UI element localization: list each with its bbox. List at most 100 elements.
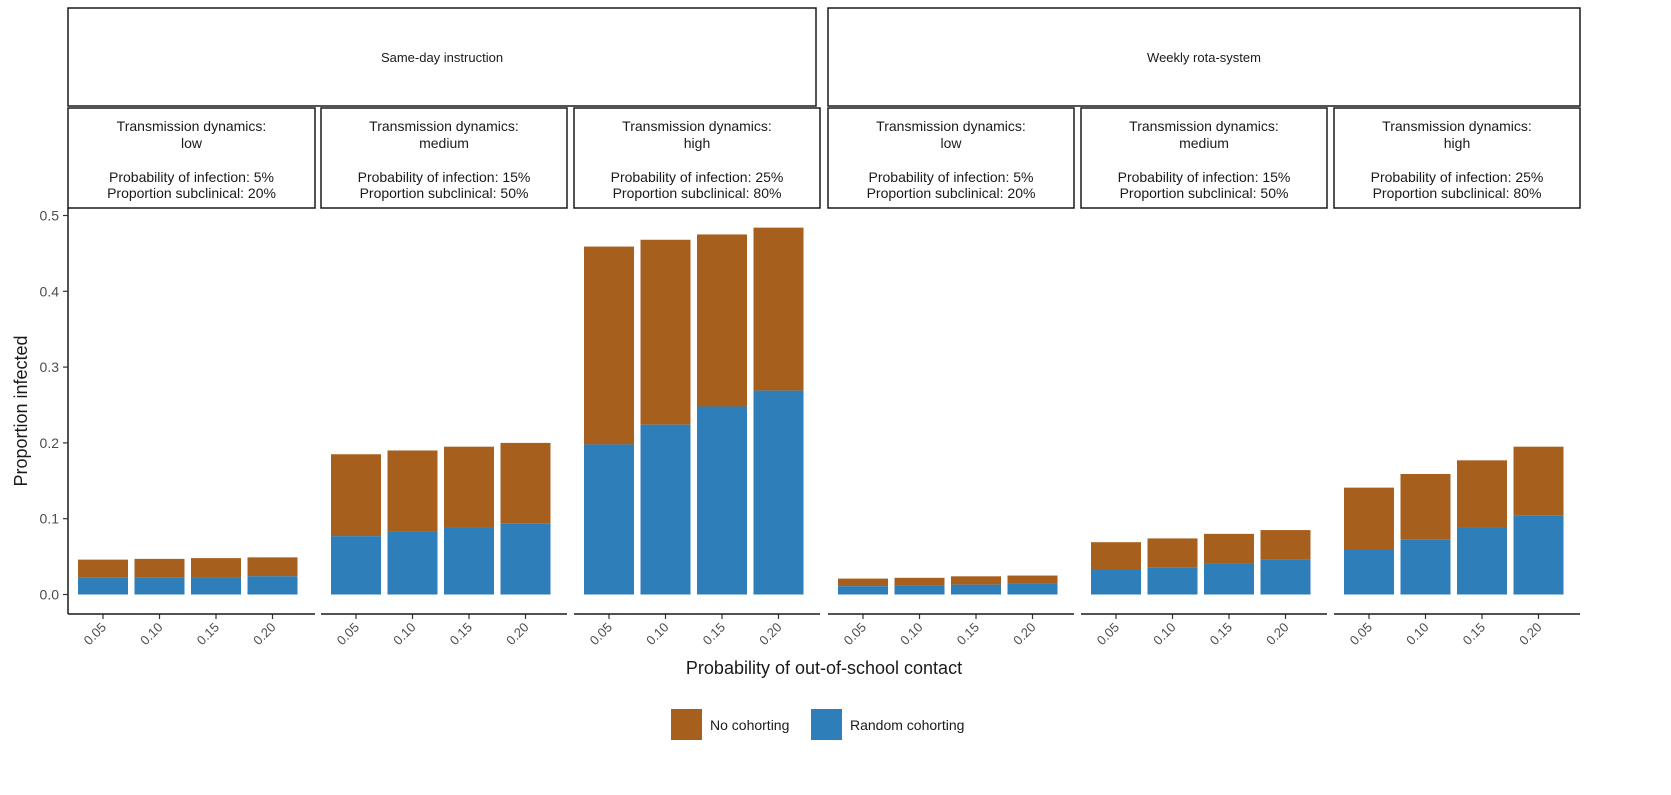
y-tick-label: 0.5 [40, 208, 60, 224]
facet-panel-label-line: Transmission dynamics: [117, 118, 267, 134]
bar-no-cohorting [1457, 460, 1507, 528]
y-tick-label: 0.1 [40, 511, 60, 527]
facet-panel-strip [827, 107, 1075, 209]
x-tick-label: 0.05 [1347, 620, 1376, 649]
x-tick-label: 0.10 [1403, 620, 1432, 649]
bar-no-cohorting [1204, 533, 1254, 564]
bar-random-cohorting [191, 577, 241, 595]
legend-swatch-random-cohorting [811, 709, 842, 740]
facet-panel-label-line: Transmission dynamics: [876, 118, 1026, 134]
bar-random-cohorting [1400, 539, 1451, 595]
x-tick-label: 0.10 [137, 620, 166, 649]
x-tick-label: 0.20 [1263, 620, 1292, 649]
bar-no-cohorting [387, 450, 438, 532]
facet-panel-label-line: Proportion subclinical: 20% [867, 185, 1036, 201]
x-tick-label: 0.15 [447, 620, 476, 649]
y-axis-title: Proportion infected [11, 335, 31, 486]
facet-panel-label-line: Probability of infection: 25% [611, 169, 784, 185]
x-tick-label: 0.15 [1207, 620, 1236, 649]
facet-panel-label-line: Probability of infection: 5% [109, 169, 274, 185]
bar-no-cohorting [584, 246, 634, 445]
facet-panel-label-line: low [940, 135, 962, 151]
facet-panel-label-line: Probability of infection: 5% [869, 169, 1034, 185]
legend-label: Random cohorting [850, 717, 964, 733]
facet-panel-label-line: Proportion subclinical: 50% [360, 185, 529, 201]
bar-random-cohorting [838, 586, 888, 595]
facet-group-strip [67, 7, 817, 107]
facet-group-strip [827, 7, 1581, 107]
facet-panel-label-line: Probability of infection: 25% [1371, 169, 1544, 185]
bar-random-cohorting [500, 523, 551, 595]
bar-no-cohorting [331, 454, 381, 537]
bar-random-cohorting [387, 531, 438, 595]
legend-label: No cohorting [710, 717, 789, 733]
facet-panel-label-line: Proportion subclinical: 80% [613, 185, 782, 201]
y-tick-label: 0.3 [40, 359, 60, 375]
bar-no-cohorting [640, 239, 691, 425]
bar-random-cohorting [1204, 563, 1254, 595]
bar-random-cohorting [1513, 515, 1564, 595]
facet-panel-label-line: high [684, 135, 710, 151]
facet-panel-label-line: Transmission dynamics: [369, 118, 519, 134]
facet-group-label: Weekly rota-system [1147, 50, 1261, 65]
bar-no-cohorting [444, 446, 494, 528]
x-tick-label: 0.20 [503, 620, 532, 649]
x-tick-label: 0.10 [1150, 620, 1179, 649]
facet-panel-strip [1333, 107, 1581, 209]
facet-panel-label-line: medium [1179, 135, 1229, 151]
bar-no-cohorting [1344, 487, 1394, 550]
bar-random-cohorting [134, 577, 185, 595]
facet-panel-label-line: Probability of infection: 15% [1118, 169, 1291, 185]
bar-random-cohorting [753, 390, 804, 595]
bar-no-cohorting [134, 558, 185, 578]
bar-random-cohorting [247, 576, 298, 595]
x-tick-label: 0.15 [954, 620, 983, 649]
x-tick-label: 0.10 [897, 620, 926, 649]
bar-random-cohorting [1147, 567, 1198, 595]
bar-no-cohorting [78, 559, 128, 578]
bar-no-cohorting [1260, 530, 1311, 560]
bar-no-cohorting [753, 227, 804, 391]
bar-no-cohorting [697, 234, 747, 407]
bar-random-cohorting [640, 424, 691, 595]
bar-no-cohorting [838, 578, 888, 587]
bar-random-cohorting [1344, 549, 1394, 595]
x-tick-label: 0.20 [1516, 620, 1545, 649]
bar-random-cohorting [331, 536, 381, 595]
x-tick-label: 0.10 [643, 620, 672, 649]
x-tick-label: 0.05 [587, 620, 616, 649]
facet-panel-label-line: Transmission dynamics: [622, 118, 772, 134]
bar-random-cohorting [1007, 583, 1058, 595]
x-tick-label: 0.20 [756, 620, 785, 649]
bar-random-cohorting [444, 527, 494, 595]
facet-group-label: Same-day instruction [381, 50, 503, 65]
bar-no-cohorting [1513, 446, 1564, 516]
facet-panel-label-line: Proportion subclinical: 20% [107, 185, 276, 201]
x-tick-label: 0.20 [250, 620, 279, 649]
bar-no-cohorting [1400, 473, 1451, 540]
facet-panel-strip [1080, 107, 1328, 209]
legend-swatch-no-cohorting [671, 709, 702, 740]
facet-panel-strip [67, 107, 316, 209]
facet-panel-label-line: Proportion subclinical: 50% [1120, 185, 1289, 201]
x-tick-label: 0.15 [1460, 620, 1489, 649]
bar-random-cohorting [894, 585, 945, 595]
y-tick-label: 0.0 [40, 587, 60, 603]
facet-panel-label-line: high [1444, 135, 1470, 151]
bar-no-cohorting [1007, 575, 1058, 584]
bar-random-cohorting [951, 584, 1001, 595]
facet-panel-label-line: Probability of infection: 15% [358, 169, 531, 185]
bar-random-cohorting [584, 444, 634, 595]
x-tick-label: 0.05 [1094, 620, 1123, 649]
x-tick-label: 0.20 [1010, 620, 1039, 649]
facet-panel-label-line: Transmission dynamics: [1382, 118, 1532, 134]
bar-no-cohorting [894, 577, 945, 586]
bar-random-cohorting [1091, 569, 1141, 595]
bar-random-cohorting [697, 406, 747, 595]
bar-no-cohorting [247, 557, 298, 577]
x-tick-label: 0.05 [81, 620, 110, 649]
facet-panel-strip [320, 107, 568, 209]
bar-random-cohorting [1457, 527, 1507, 595]
